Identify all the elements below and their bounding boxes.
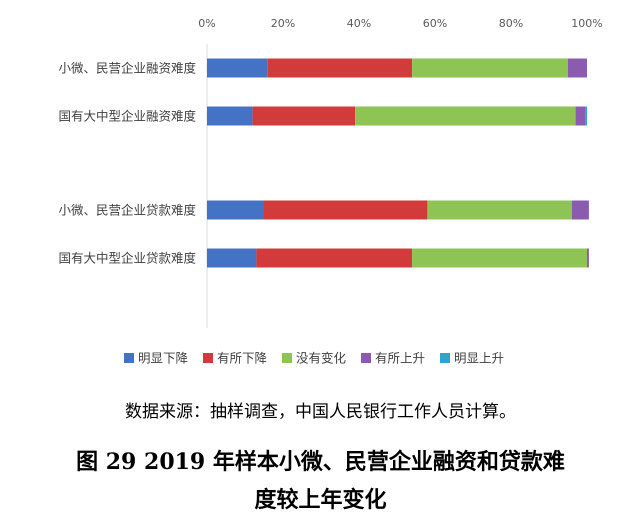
- x-tick-label: 40%: [347, 17, 371, 30]
- category-labels: 小微、民营企业融资难度国有大中型企业融资难度小微、民营企业贷款难度国有大中型企业…: [58, 61, 196, 266]
- figure-caption-line1: 图 29 2019 年样本小微、民营企业融资和贷款难: [76, 449, 565, 475]
- legend-label: 没有变化: [296, 351, 347, 366]
- category-label: 小微、民营企业融资难度: [58, 61, 196, 76]
- bar-segment: [412, 248, 587, 268]
- x-tick-label: 0%: [198, 17, 215, 30]
- x-tick-label: 60%: [423, 17, 447, 30]
- legend-label: 明显上升: [454, 351, 504, 366]
- bar-segment: [252, 106, 356, 126]
- legend-swatch: [440, 353, 450, 363]
- legend-label: 有所下降: [217, 351, 268, 366]
- bar-segment: [207, 200, 264, 220]
- legend-swatch: [282, 353, 292, 363]
- bar-segment: [571, 200, 589, 220]
- category-label: 国有大中型企业融资难度: [58, 109, 196, 124]
- x-axis-ticks: 0% 20% 40% 60% 80% 100%: [198, 17, 602, 30]
- bar-segment: [264, 200, 428, 220]
- x-tick-label: 20%: [271, 17, 295, 30]
- bar-segment: [207, 106, 253, 126]
- source-note: 数据来源：抽样调查，中国人民银行工作人员计算。: [125, 402, 516, 422]
- legend-label: 明显下降: [138, 351, 189, 366]
- x-tick-label: 80%: [499, 17, 523, 30]
- legend-swatch: [361, 353, 371, 363]
- legend-swatch: [203, 353, 213, 363]
- bar-segment: [587, 248, 589, 268]
- legend: 明显下降 有所下降 没有变化 有所上升 明显上升: [124, 351, 504, 366]
- bars: [207, 58, 589, 268]
- bar-segment: [207, 58, 268, 78]
- x-tick-label: 100%: [571, 17, 602, 30]
- legend-label: 有所上升: [375, 351, 425, 366]
- figure-caption-line2: 度较上年变化: [254, 487, 387, 513]
- bar-segment: [568, 58, 587, 78]
- bar-segment: [575, 106, 586, 126]
- category-label: 小微、民营企业贷款难度: [58, 203, 196, 218]
- stacked-bar-chart: 0% 20% 40% 60% 80% 100% 小微、民营企业融资难度国有大中型企业融资难…: [58, 17, 602, 366]
- legend-swatch: [124, 353, 134, 363]
- bar-segment: [412, 58, 568, 78]
- bar-segment: [267, 58, 413, 78]
- bar-segment: [256, 248, 413, 268]
- category-label: 国有大中型企业贷款难度: [58, 251, 196, 266]
- bar-segment: [427, 200, 572, 220]
- bar-segment: [355, 106, 576, 126]
- bar-segment: [207, 248, 257, 268]
- bar-segment: [585, 106, 587, 126]
